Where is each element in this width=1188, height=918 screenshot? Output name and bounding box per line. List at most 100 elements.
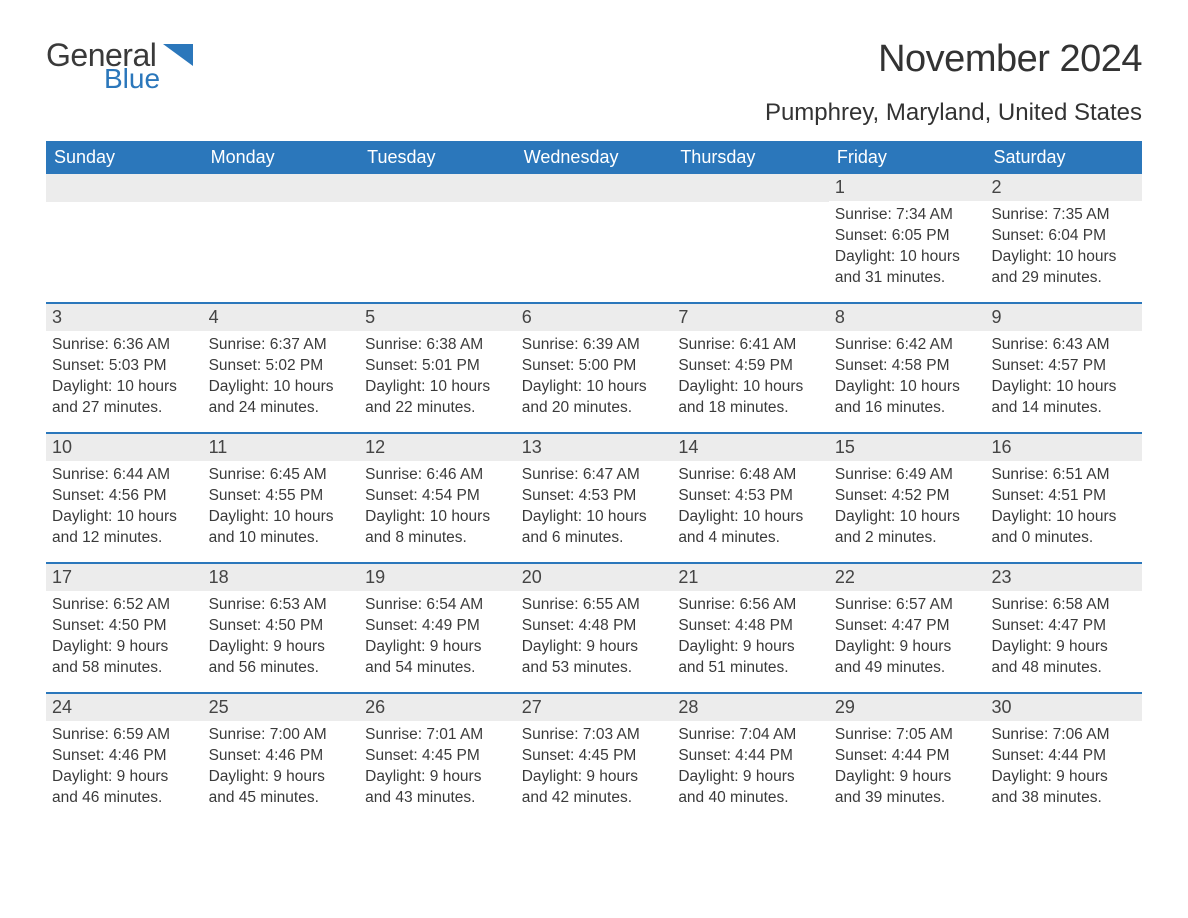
sunset-text: Sunset: 4:44 PM: [678, 746, 823, 767]
daylight-text-2: and 10 minutes.: [209, 528, 354, 549]
sunrise-text: Sunrise: 6:47 AM: [522, 465, 667, 486]
day-body: Sunrise: 6:59 AMSunset: 4:46 PMDaylight:…: [46, 721, 203, 815]
day-body: Sunrise: 6:44 AMSunset: 4:56 PMDaylight:…: [46, 461, 203, 555]
day-body: Sunrise: 6:49 AMSunset: 4:52 PMDaylight:…: [829, 461, 986, 555]
daylight-text-2: and 4 minutes.: [678, 528, 823, 549]
daylight-text-1: Daylight: 9 hours: [52, 767, 197, 788]
weekday-header: Wednesday: [516, 141, 673, 174]
day-cell: 11 Sunrise: 6:45 AMSunset: 4:55 PMDayligh…: [203, 434, 360, 562]
daylight-text-2: and 53 minutes.: [522, 658, 667, 679]
sunrise-text: Sunrise: 6:52 AM: [52, 595, 197, 616]
sunset-text: Sunset: 4:56 PM: [52, 486, 197, 507]
sunset-text: Sunset: 6:04 PM: [991, 226, 1136, 247]
daylight-text-1: Daylight: 9 hours: [522, 637, 667, 658]
day-cell: 2Sunrise: 7:35 AMSunset: 6:04 PMDaylight…: [985, 174, 1142, 302]
day-cell: 8Sunrise: 6:42 AMSunset: 4:58 PMDaylight…: [829, 304, 986, 432]
day-body: Sunrise: 6:55 AMSunset: 4:48 PMDaylight:…: [516, 591, 673, 685]
week-row: 17Sunrise: 6:52 AMSunset: 4:50 PMDayligh…: [46, 562, 1142, 692]
day-cell: 23Sunrise: 6:58 AMSunset: 4:47 PMDayligh…: [985, 564, 1142, 692]
sunset-text: Sunset: 4:58 PM: [835, 356, 980, 377]
day-cell: 4Sunrise: 6:37 AMSunset: 5:02 PMDaylight…: [203, 304, 360, 432]
logo: General Blue: [46, 38, 193, 93]
daylight-text-2: and 39 minutes.: [835, 788, 980, 809]
sunrise-text: Sunrise: 6:49 AM: [835, 465, 980, 486]
sunset-text: Sunset: 4:55 PM: [209, 486, 354, 507]
sunset-text: Sunset: 5:03 PM: [52, 356, 197, 377]
day-cell: 18Sunrise: 6:53 AMSunset: 4:50 PMDayligh…: [203, 564, 360, 692]
title-block: November 2024 Pumphrey, Maryland, United…: [765, 38, 1142, 127]
daylight-text-2: and 56 minutes.: [209, 658, 354, 679]
daylight-text-1: Daylight: 10 hours: [835, 377, 980, 398]
empty-day-header: [203, 174, 360, 202]
weekday-header: Thursday: [672, 141, 829, 174]
daylight-text-1: Daylight: 10 hours: [991, 377, 1136, 398]
day-body: Sunrise: 6:57 AMSunset: 4:47 PMDaylight:…: [829, 591, 986, 685]
daylight-text-1: Daylight: 10 hours: [365, 507, 510, 528]
weekday-header: Tuesday: [359, 141, 516, 174]
week-row: 24Sunrise: 6:59 AMSunset: 4:46 PMDayligh…: [46, 692, 1142, 822]
weekday-header: Monday: [203, 141, 360, 174]
daylight-text-2: and 18 minutes.: [678, 398, 823, 419]
sunrise-text: Sunrise: 7:35 AM: [991, 205, 1136, 226]
day-cell: 9Sunrise: 6:43 AMSunset: 4:57 PMDaylight…: [985, 304, 1142, 432]
sunset-text: Sunset: 4:50 PM: [209, 616, 354, 637]
daylight-text-2: and 24 minutes.: [209, 398, 354, 419]
logo-text: General Blue: [46, 38, 193, 93]
daylight-text-1: Daylight: 9 hours: [835, 637, 980, 658]
day-cell: 28Sunrise: 7:04 AMSunset: 4:44 PMDayligh…: [672, 694, 829, 822]
sunrise-text: Sunrise: 7:03 AM: [522, 725, 667, 746]
day-number: 25: [203, 694, 360, 721]
daylight-text-1: Daylight: 9 hours: [52, 637, 197, 658]
day-cell: 30Sunrise: 7:06 AMSunset: 4:44 PMDayligh…: [985, 694, 1142, 822]
day-cell: [672, 174, 829, 302]
day-body: Sunrise: 6:48 AMSunset: 4:53 PMDaylight:…: [672, 461, 829, 555]
daylight-text-1: Daylight: 10 hours: [835, 247, 980, 268]
daylight-text-2: and 12 minutes.: [52, 528, 197, 549]
sunrise-text: Sunrise: 6:55 AM: [522, 595, 667, 616]
sunrise-text: Sunrise: 6:43 AM: [991, 335, 1136, 356]
day-body: Sunrise: 6:42 AMSunset: 4:58 PMDaylight:…: [829, 331, 986, 425]
daylight-text-1: Daylight: 9 hours: [835, 767, 980, 788]
weekday-header: Saturday: [985, 141, 1142, 174]
daylight-text-2: and 6 minutes.: [522, 528, 667, 549]
daylight-text-1: Daylight: 10 hours: [209, 507, 354, 528]
day-cell: 27Sunrise: 7:03 AMSunset: 4:45 PMDayligh…: [516, 694, 673, 822]
sunrise-text: Sunrise: 6:54 AM: [365, 595, 510, 616]
weeks-container: 1Sunrise: 7:34 AMSunset: 6:05 PMDaylight…: [46, 174, 1142, 822]
daylight-text-1: Daylight: 10 hours: [209, 377, 354, 398]
day-cell: 6Sunrise: 6:39 AMSunset: 5:00 PMDaylight…: [516, 304, 673, 432]
daylight-text-2: and 58 minutes.: [52, 658, 197, 679]
daylight-text-2: and 22 minutes.: [365, 398, 510, 419]
day-body: Sunrise: 6:43 AMSunset: 4:57 PMDaylight:…: [985, 331, 1142, 425]
day-cell: [516, 174, 673, 302]
day-number: 26: [359, 694, 516, 721]
daylight-text-2: and 31 minutes.: [835, 268, 980, 289]
day-body: Sunrise: 6:38 AMSunset: 5:01 PMDaylight:…: [359, 331, 516, 425]
sunrise-text: Sunrise: 6:53 AM: [209, 595, 354, 616]
sunrise-text: Sunrise: 6:39 AM: [522, 335, 667, 356]
sunset-text: Sunset: 5:00 PM: [522, 356, 667, 377]
day-number: 11: [203, 434, 360, 461]
header: General Blue November 2024 Pumphrey, Mar…: [46, 38, 1142, 127]
daylight-text-2: and 16 minutes.: [835, 398, 980, 419]
day-body: Sunrise: 7:00 AMSunset: 4:46 PMDaylight:…: [203, 721, 360, 815]
sunrise-text: Sunrise: 6:45 AM: [209, 465, 354, 486]
day-cell: 13Sunrise: 6:47 AMSunset: 4:53 PMDayligh…: [516, 434, 673, 562]
day-cell: 12Sunrise: 6:46 AMSunset: 4:54 PMDayligh…: [359, 434, 516, 562]
day-body: Sunrise: 6:53 AMSunset: 4:50 PMDaylight:…: [203, 591, 360, 685]
daylight-text-2: and 14 minutes.: [991, 398, 1136, 419]
day-number: 21: [672, 564, 829, 591]
daylight-text-1: Daylight: 9 hours: [991, 767, 1136, 788]
day-number: 22: [829, 564, 986, 591]
sunrise-text: Sunrise: 6:38 AM: [365, 335, 510, 356]
week-row: 10Sunrise: 6:44 AMSunset: 4:56 PMDayligh…: [46, 432, 1142, 562]
sunrise-text: Sunrise: 6:41 AM: [678, 335, 823, 356]
daylight-text-2: and 0 minutes.: [991, 528, 1136, 549]
sunset-text: Sunset: 5:02 PM: [209, 356, 354, 377]
day-cell: [203, 174, 360, 302]
day-cell: 14Sunrise: 6:48 AMSunset: 4:53 PMDayligh…: [672, 434, 829, 562]
sunrise-text: Sunrise: 7:05 AM: [835, 725, 980, 746]
day-number: 15: [829, 434, 986, 461]
daylight-text-1: Daylight: 9 hours: [991, 637, 1136, 658]
day-body: Sunrise: 6:54 AMSunset: 4:49 PMDaylight:…: [359, 591, 516, 685]
